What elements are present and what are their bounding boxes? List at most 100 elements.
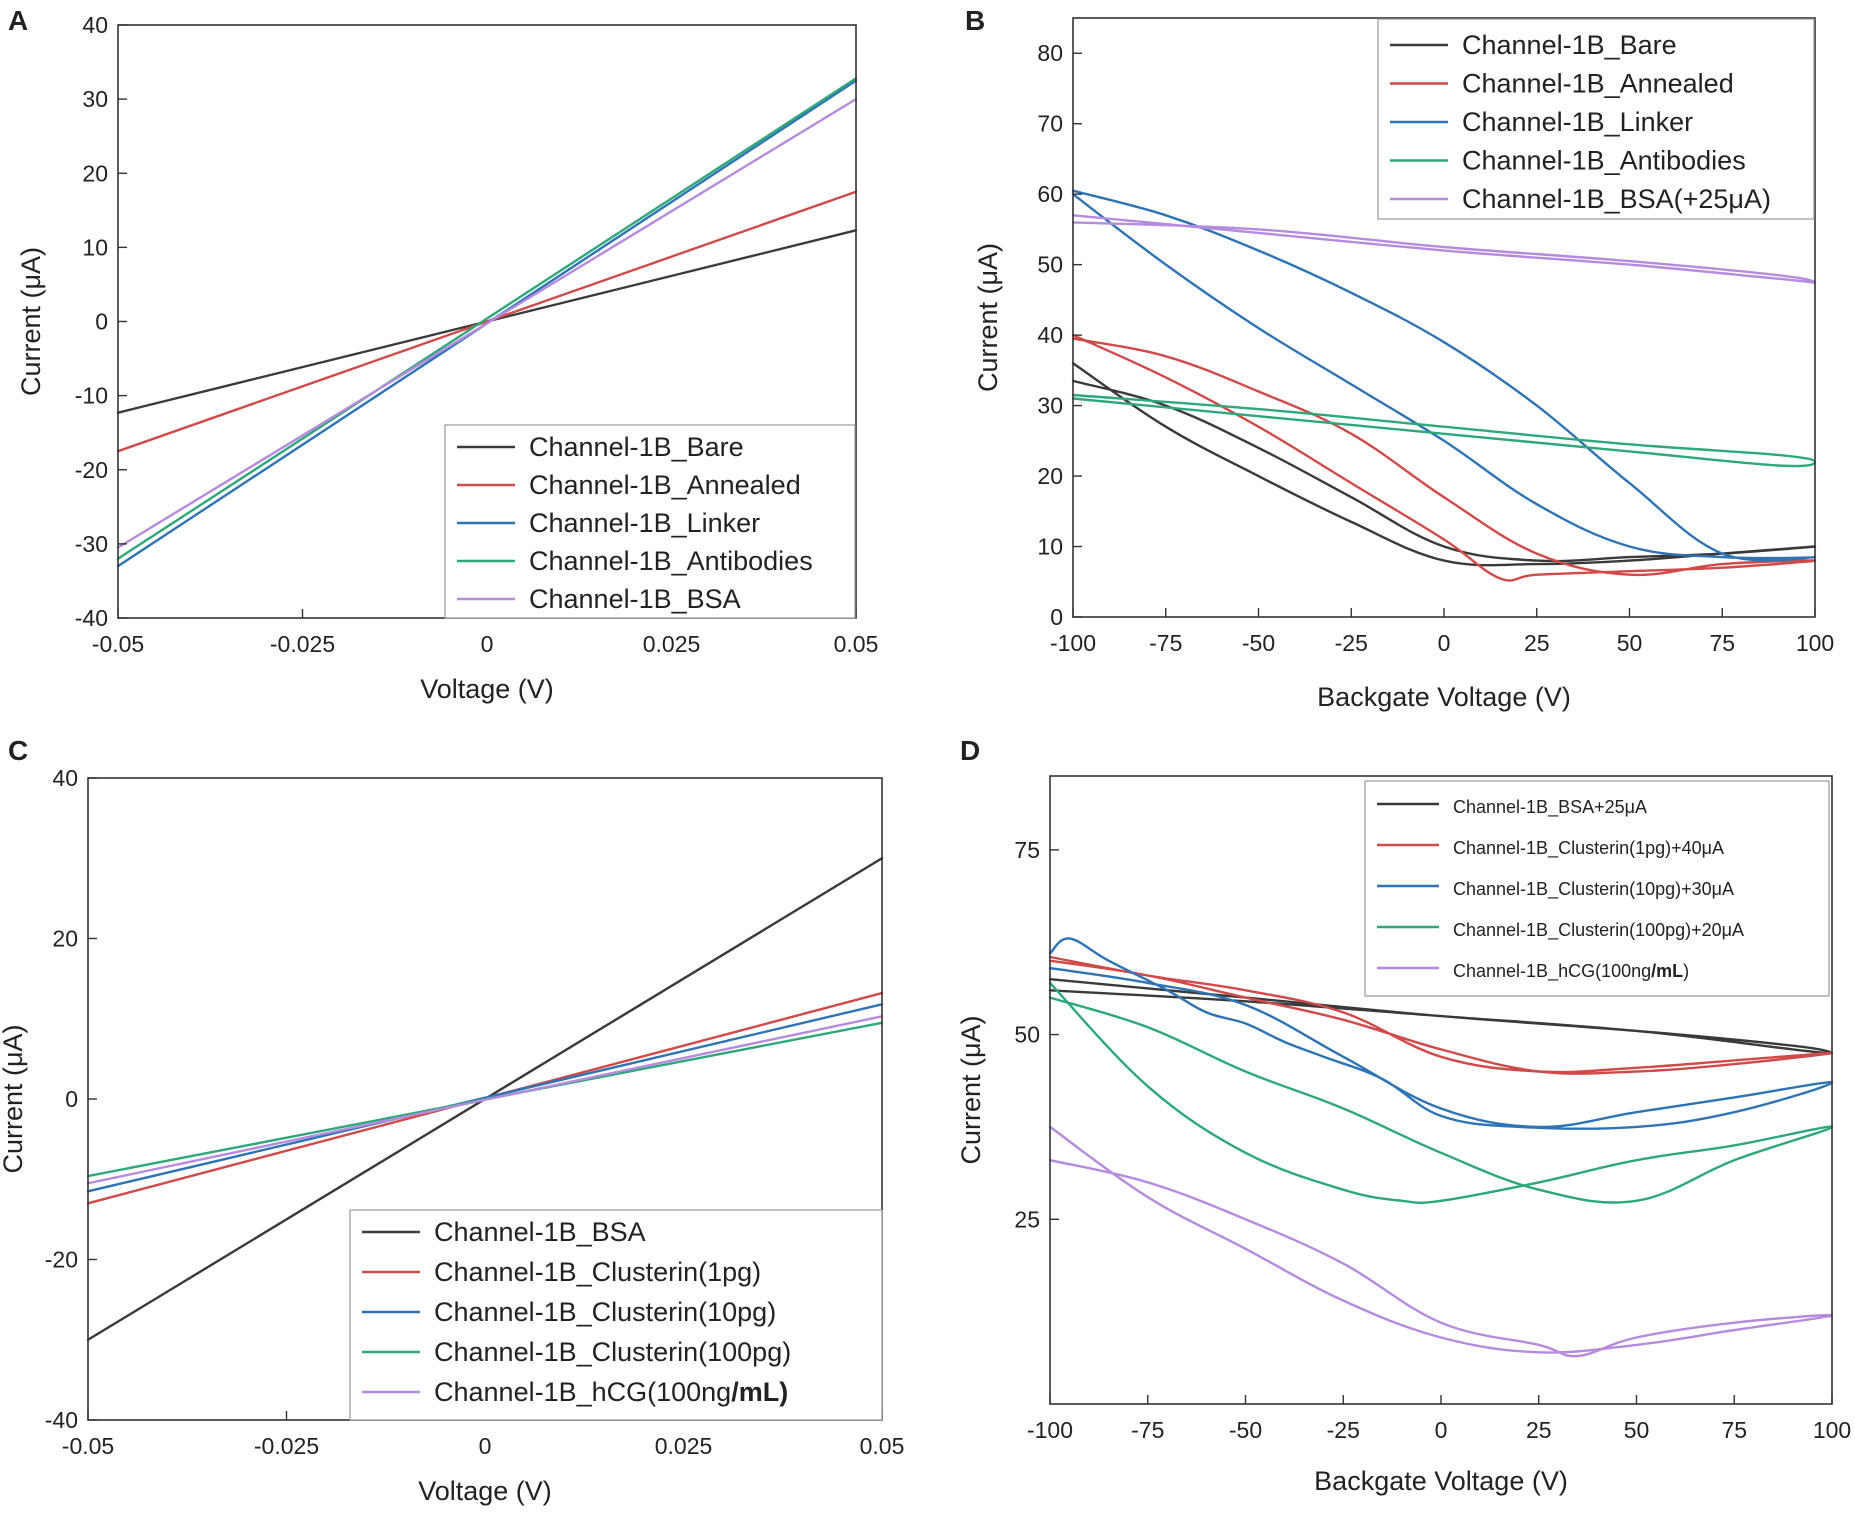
- y-tick-label: 75: [1014, 837, 1040, 863]
- y-tick-label: 25: [1014, 1206, 1040, 1232]
- series-line-channel-1b-antibodies: [116, 77, 858, 560]
- legend-label: Channel-1B_Bare: [529, 432, 744, 462]
- legend-label: Channel-1B_Linker: [1462, 107, 1693, 137]
- panel-b: B -100 -75 -50 -25 0 25 50 75 100 0 10 20 30 40 50 60 70 8…: [965, 5, 1834, 712]
- panel-letter-c: C: [8, 735, 28, 766]
- y-tick-label: 20: [52, 926, 78, 952]
- series-group: [86, 857, 884, 1341]
- x-tick-label: 100: [1796, 630, 1834, 656]
- x-tick-label: -25: [1335, 630, 1368, 656]
- y-axis-label: Current (μA): [973, 243, 1003, 392]
- x-tick-label: -75: [1149, 630, 1182, 656]
- series-line-channel-1b-clusterin-10pg: [86, 1003, 884, 1193]
- series-line-channel-1b-clusterin-10pg-30-a: [1048, 937, 1834, 1130]
- x-tick-label: -0.05: [92, 631, 144, 657]
- x-tick-label: -75: [1131, 1417, 1164, 1443]
- legend-label-part: Channel-1B_hCG(100ng: [1453, 961, 1651, 982]
- legend-box: [1364, 780, 1830, 997]
- panel-letter-b: B: [965, 5, 985, 36]
- y-tick-label: 10: [82, 234, 108, 260]
- x-tick-label: 0.025: [655, 1433, 713, 1459]
- y-tick-label: 0: [95, 309, 108, 335]
- y-tick-label: 40: [52, 765, 78, 791]
- x-tick-label: 0: [479, 1433, 492, 1459]
- y-tick-label: -20: [75, 457, 108, 483]
- x-tick-label: 75: [1721, 1417, 1747, 1443]
- y-tick-label: 40: [1037, 322, 1063, 348]
- series-group: [1048, 937, 1834, 1358]
- x-axis-label: Voltage (V): [418, 1476, 552, 1506]
- x-tick-label: -25: [1327, 1417, 1360, 1443]
- y-tick-label: -40: [45, 1407, 78, 1433]
- legend-label: Channel-1B_Clusterin(10pg): [434, 1297, 776, 1327]
- panel-c: C -0.05 -0.025 0 0.025 0.05 -40 -20 0 20 40 Voltage…: [0, 735, 904, 1506]
- legend-box: [349, 1209, 883, 1421]
- y-axis-label: Current (μA): [0, 1024, 28, 1173]
- legend-label: Channel-1B_Annealed: [529, 470, 801, 500]
- legend: Channel-1B_Bare Channel-1B_Annealed Channe…: [1377, 18, 1815, 220]
- y-tick-label: -30: [75, 531, 108, 557]
- panel-a: A -0.05 -0.025 0 0.025 0.05 -40 -30 -20 -10 0 10 20 3…: [8, 5, 878, 704]
- x-tick-label: 0: [1438, 630, 1451, 656]
- x-tick-label: 25: [1526, 1417, 1552, 1443]
- x-tick-label: -50: [1229, 1417, 1262, 1443]
- x-axis-label: Backgate Voltage (V): [1314, 1466, 1568, 1496]
- series-group: [116, 77, 858, 568]
- legend-label-tail: ): [1683, 961, 1689, 981]
- x-tick-label: 0: [481, 631, 494, 657]
- legend: Channel-1B_Bare Channel-1B_Annealed Channe…: [444, 424, 856, 619]
- legend-label: Channel-1B_hCG(100ng/mL): [1453, 961, 1689, 982]
- panel-letter-a: A: [8, 5, 28, 36]
- legend-label: Channel-1B_Antibodies: [529, 546, 813, 576]
- x-tick-label: -50: [1242, 630, 1275, 656]
- series-line-channel-1b-antibodies: [1071, 393, 1817, 468]
- y-tick-label: 50: [1014, 1022, 1040, 1048]
- legend-label: Channel-1B_Annealed: [1462, 69, 1734, 99]
- series-line-channel-1b-annealed: [116, 190, 858, 453]
- legend: Channel-1B_BSA+25μA Channel-1B_Clusterin(…: [1364, 780, 1830, 997]
- x-tick-label: 100: [1813, 1417, 1851, 1443]
- legend-label-part: Channel-1B_hCG(100ng: [434, 1377, 731, 1407]
- y-tick-label: -40: [75, 605, 108, 631]
- series-line-channel-1b-hcg-100ng-ml: [86, 1015, 884, 1185]
- y-tick-label: 60: [1037, 181, 1063, 207]
- y-tick-label: 30: [1037, 393, 1063, 419]
- legend-label: Channel-1B_Antibodies: [1462, 146, 1746, 176]
- series-line-channel-1b-bsa-25-a: [1071, 214, 1817, 284]
- x-axis-label: Voltage (V): [420, 674, 554, 704]
- series-line-channel-1b-clusterin-100pg-20-a: [1048, 981, 1834, 1204]
- legend-label-unit: /mL: [1651, 961, 1683, 981]
- legend-label: Channel-1B_Clusterin(1pg): [434, 1257, 761, 1287]
- legend-box: [444, 424, 856, 619]
- x-tick-label: 0.05: [860, 1433, 905, 1459]
- x-tick-label: 25: [1524, 630, 1550, 656]
- x-tick-label: -0.025: [270, 631, 335, 657]
- x-tick-label: -100: [1027, 1417, 1073, 1443]
- y-tick-label: 20: [82, 160, 108, 186]
- legend-label: Channel-1B_Bare: [1462, 30, 1677, 60]
- series-line-channel-1b-bare: [1071, 362, 1817, 567]
- x-tick-label: -0.05: [62, 1433, 114, 1459]
- legend-label: Channel-1B_Clusterin(100pg)+20μA: [1453, 920, 1744, 941]
- legend-label: Channel-1B_BSA: [434, 1217, 646, 1247]
- y-tick-label: 40: [82, 12, 108, 38]
- y-tick-label: 10: [1037, 534, 1063, 560]
- y-tick-label: 0: [65, 1086, 78, 1112]
- legend-label: Channel-1B_Clusterin(1pg)+40μA: [1453, 838, 1724, 859]
- x-tick-label: 75: [1709, 630, 1735, 656]
- legend-box: [1377, 18, 1815, 220]
- legend-label: Channel-1B_Clusterin(10pg)+30μA: [1453, 879, 1734, 900]
- legend-label: Channel-1B_hCG(100ng/mL): [434, 1377, 788, 1407]
- x-tick-label: 50: [1617, 630, 1643, 656]
- x-tick-label: 50: [1624, 1417, 1650, 1443]
- x-axis-label: Backgate Voltage (V): [1317, 682, 1571, 712]
- y-tick-label: 30: [82, 86, 108, 112]
- y-tick-label: 80: [1037, 40, 1063, 66]
- legend-label: Channel-1B_BSA(+25μA): [1462, 184, 1771, 214]
- y-axis-label: Current (μA): [956, 1015, 986, 1164]
- y-tick-label: 0: [1050, 604, 1063, 630]
- panel-d: D -100 -75 -50 -25 0 25 50 75 100 25 50 75 Backgate V…: [956, 735, 1851, 1496]
- series-line-channel-1b-hcg-100ng-ml: [1048, 1125, 1834, 1358]
- y-tick-label: 70: [1037, 111, 1063, 137]
